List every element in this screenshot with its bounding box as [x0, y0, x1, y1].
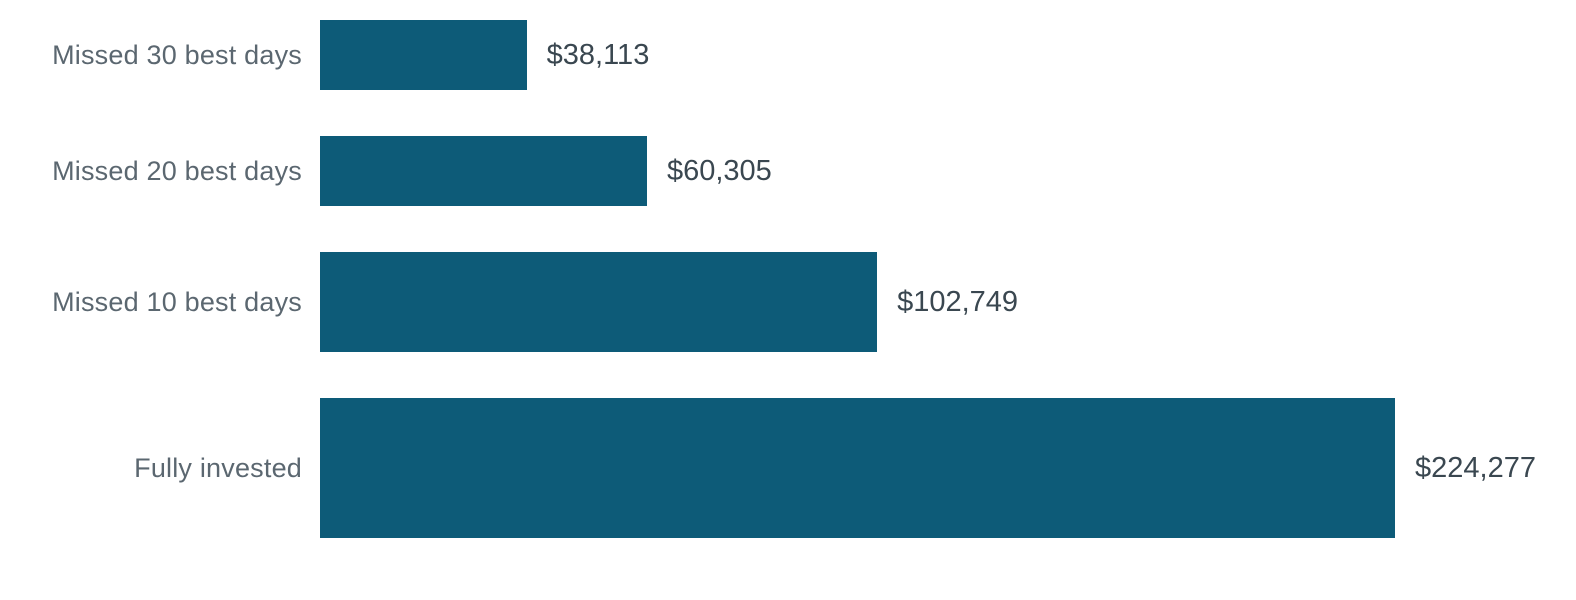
bar [320, 20, 527, 90]
bar-row: Missed 30 best days $38,113 [0, 20, 1536, 90]
bar [320, 136, 647, 206]
bar-value: $224,277 [1395, 452, 1536, 485]
bar-row: Missed 10 best days $102,749 [0, 252, 1536, 352]
bar-label: Missed 30 best days [0, 40, 320, 71]
bar-row: Missed 20 best days $60,305 [0, 136, 1536, 206]
bar-value: $102,749 [877, 286, 1018, 319]
bar-value: $60,305 [647, 155, 772, 188]
bar-track: $224,277 [320, 398, 1536, 538]
investment-bar-chart: Missed 30 best days $38,113 Missed 20 be… [0, 0, 1576, 600]
bar [320, 252, 877, 352]
bar [320, 398, 1395, 538]
bar-value: $38,113 [527, 39, 650, 72]
bar-track: $102,749 [320, 252, 1536, 352]
bar-label: Missed 10 best days [0, 287, 320, 318]
bar-track: $60,305 [320, 136, 1536, 206]
bar-track: $38,113 [320, 20, 1536, 90]
bar-label: Fully invested [0, 453, 320, 484]
bar-label: Missed 20 best days [0, 156, 320, 187]
bar-row: Fully invested $224,277 [0, 398, 1536, 538]
